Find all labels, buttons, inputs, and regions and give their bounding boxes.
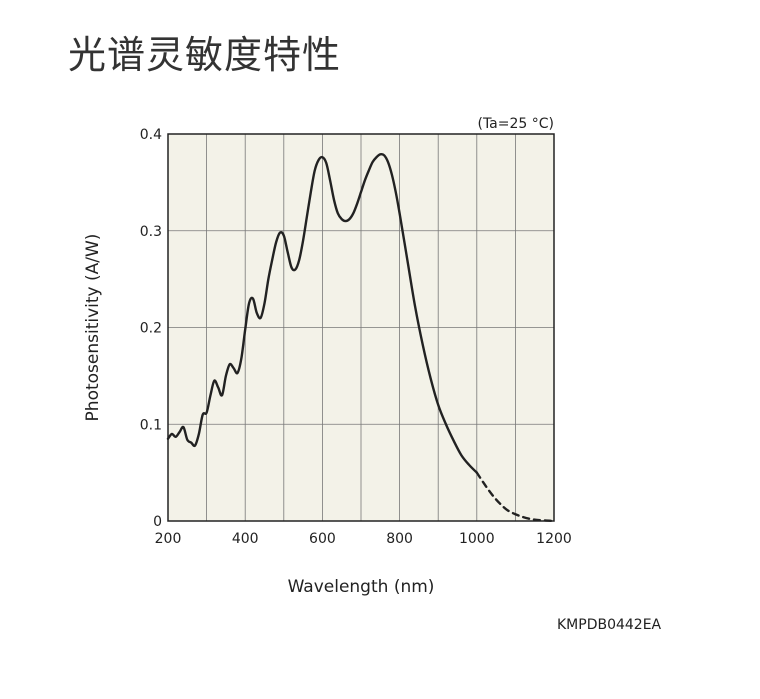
series-line-dashed: [475, 471, 556, 523]
page-title: 光谱灵敏度特性: [68, 33, 342, 77]
plot-frame: [167, 133, 555, 522]
y-tick-labels: 0 0.1 0.2 0.3 0.4: [140, 127, 162, 530]
figure-code: KMPDB0442EA: [557, 617, 662, 633]
x-tick-label: 200: [155, 531, 182, 547]
y-tick-label: 0.3: [140, 224, 162, 240]
x-tick-label: 400: [232, 531, 259, 547]
series-line-solid: [166, 152, 478, 474]
x-axis-label: Wavelength (nm): [288, 577, 435, 597]
x-tick-label: 800: [386, 531, 413, 547]
y-tick-label: 0: [153, 514, 162, 530]
y-tick-label: 0.4: [140, 127, 162, 143]
x-tick-label: 600: [309, 531, 336, 547]
y-axis-label: Photosensitivity (A/W): [83, 234, 103, 422]
grid-lines: [168, 134, 554, 521]
x-tick-label: 1200: [536, 531, 572, 547]
x-tick-labels: 200 400 600 800 1000 1200: [155, 531, 572, 547]
y-tick-label: 0.1: [140, 417, 162, 433]
x-tick-label: 1000: [459, 531, 495, 547]
y-tick-label: 0.2: [140, 321, 162, 337]
condition-label: (Ta=25 °C): [477, 116, 554, 132]
data-series: [166, 152, 556, 523]
